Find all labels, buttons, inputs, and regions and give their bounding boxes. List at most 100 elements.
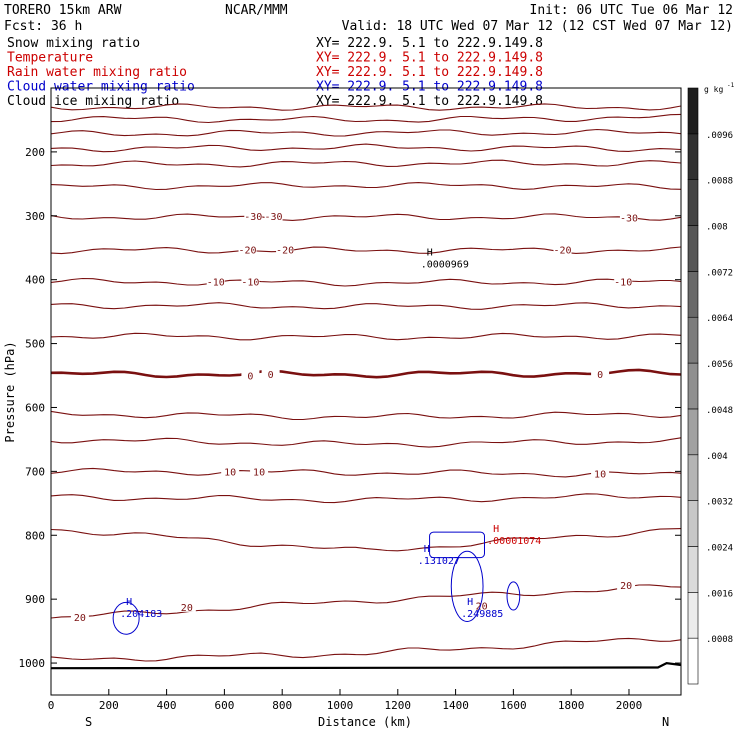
temperature-label: 20 [74, 613, 86, 624]
extremum-value: .204183 [120, 609, 162, 620]
temperature-label: 10 [224, 467, 236, 478]
cloud-water-contour [506, 581, 521, 611]
y-tick-label: 1000 [19, 657, 46, 670]
temperature-label: -10 [207, 278, 225, 289]
field-legend: Snow mixing ratio XY= 222.9. 5.1 to 222.9… [7, 36, 543, 109]
center-title: NCAR/MMM [225, 3, 288, 18]
x-tick-label: 2000 [616, 699, 643, 712]
extremum-value: .00001074 [487, 536, 541, 547]
temperature-contour [51, 410, 681, 421]
colorbar-label: .0024 [706, 543, 733, 553]
x-tick-label: 400 [157, 699, 177, 712]
legend-label: Snow mixing ratio [7, 36, 140, 51]
temperature-label-bg [553, 242, 572, 255]
temperature-label: 20 [620, 581, 632, 592]
y-tick-label: 900 [25, 593, 45, 606]
x-tick-label: 800 [272, 699, 292, 712]
temperature-label: 0 [247, 372, 253, 383]
temperature-label-bg [241, 368, 260, 381]
plot-frame [50, 87, 682, 696]
temperature-label-bg [591, 466, 610, 479]
colorbar-segment [687, 592, 699, 639]
legend-xy: XY= 222.9. 5.1 to 222.9.149.8 [316, 36, 543, 51]
temperature-label-bg [244, 208, 263, 221]
colorbar-unit-exponent: -1 [727, 82, 735, 89]
model-title: TORERO 15km ARW [4, 3, 122, 18]
colorbar-segment [687, 316, 699, 364]
temperature-label-bg [617, 578, 636, 591]
colorbar-segment [687, 408, 699, 456]
temperature-contour [51, 143, 681, 153]
y-tick-label: 600 [25, 401, 45, 414]
colorbar-segment [687, 637, 699, 685]
colorbar-unit: g kg [704, 85, 723, 94]
colorbar-segment [687, 179, 699, 226]
colorbar-label: .0032 [706, 498, 733, 508]
legend-label: Temperature [7, 51, 93, 66]
legend-xy: XY= 222.9. 5.1 to 222.9.149.8 [316, 51, 543, 66]
y-tick-label: 500 [25, 338, 45, 351]
temperature-label-bg [238, 242, 257, 255]
temperature-contour [51, 277, 681, 287]
temperature-contour [51, 467, 681, 478]
temperature-label: 20 [181, 603, 193, 614]
legend-label: Rain water mixing ratio [7, 65, 187, 80]
extremum-symbol: H [427, 247, 433, 258]
x-end-label-left: S [85, 715, 92, 729]
temperature-label-bg [619, 210, 638, 223]
temperature-contour [51, 246, 681, 255]
legend-xy: XY= 222.9. 5.1 to 222.9.149.8 [316, 80, 543, 95]
temperature-label-bg [206, 274, 225, 287]
temperature-label: 10 [594, 469, 606, 480]
y-tick-label: 800 [25, 529, 45, 542]
temperature-label-bg [250, 464, 269, 477]
figure-header: TORERO 15km ARW NCAR/MMM Init: 06 UTC Tu… [4, 3, 733, 34]
extremum-symbol: H [424, 544, 430, 555]
colorbar-segment [687, 225, 699, 272]
x-end-label-right: N [662, 715, 669, 729]
x-tick-label: 1200 [385, 699, 412, 712]
temperature-label: -20 [276, 246, 294, 257]
temperature-contour [51, 637, 681, 662]
temperature-contour [51, 528, 681, 552]
x-tick-label: 1800 [558, 699, 585, 712]
colorbar-segment [687, 546, 699, 593]
x-tick-label: 1000 [327, 699, 354, 712]
colorbar-segment [687, 454, 699, 501]
surface-pressure-line [51, 661, 681, 670]
temperature-contour [51, 368, 681, 379]
colorbar-label: .0016 [706, 589, 733, 599]
colorbar-segment [687, 271, 699, 318]
y-tick-label: 200 [25, 146, 45, 159]
init-time: Init: 06 UTC Tue 06 Mar 12 [530, 3, 734, 18]
temperature-contour [51, 302, 681, 310]
extremum-symbol: H [493, 524, 499, 535]
y-tick-label: 400 [25, 274, 45, 287]
plot-area: -30 -30 -30-20 -20 -20-10 -10 -100 0 010 10 102020… [3, 87, 682, 729]
valid-time: Valid: 18 UTC Wed 07 Mar 12 (12 CST Wed … [342, 19, 733, 34]
temperature-contour [51, 584, 681, 619]
colorbar-label: .0048 [706, 406, 733, 416]
temperature-contour [51, 213, 681, 221]
temperature-contour [51, 103, 681, 111]
temperature-label: 10 [253, 467, 265, 478]
extremum-value: .0000969 [421, 259, 469, 270]
colorbar-label: .008 [706, 223, 728, 233]
x-tick-label: 200 [99, 699, 119, 712]
x-tick-label: 600 [214, 699, 234, 712]
forecast-hour: Fcst: 36 h [4, 19, 82, 34]
temperature-label-bg [261, 367, 280, 380]
temperature-label: -30 [264, 212, 282, 223]
x-tick-label: 1400 [442, 699, 469, 712]
colorbar-label: .0008 [706, 635, 733, 645]
legend-xy: XY= 222.9. 5.1 to 222.9.149.8 [316, 65, 543, 80]
temperature-label: -10 [614, 278, 632, 289]
x-axis-label: Distance (km) [318, 715, 412, 729]
temperature-label-bg [177, 599, 196, 612]
cloud-water-contour [429, 531, 485, 559]
temperature-label: 0 [597, 370, 603, 381]
extremum-value: .249885 [461, 609, 503, 620]
plot-inner: -30 -30 -30-20 -20 -20-10 -10 -100 0 010 10 102020… [51, 103, 681, 670]
colorbar-segment [687, 500, 699, 547]
